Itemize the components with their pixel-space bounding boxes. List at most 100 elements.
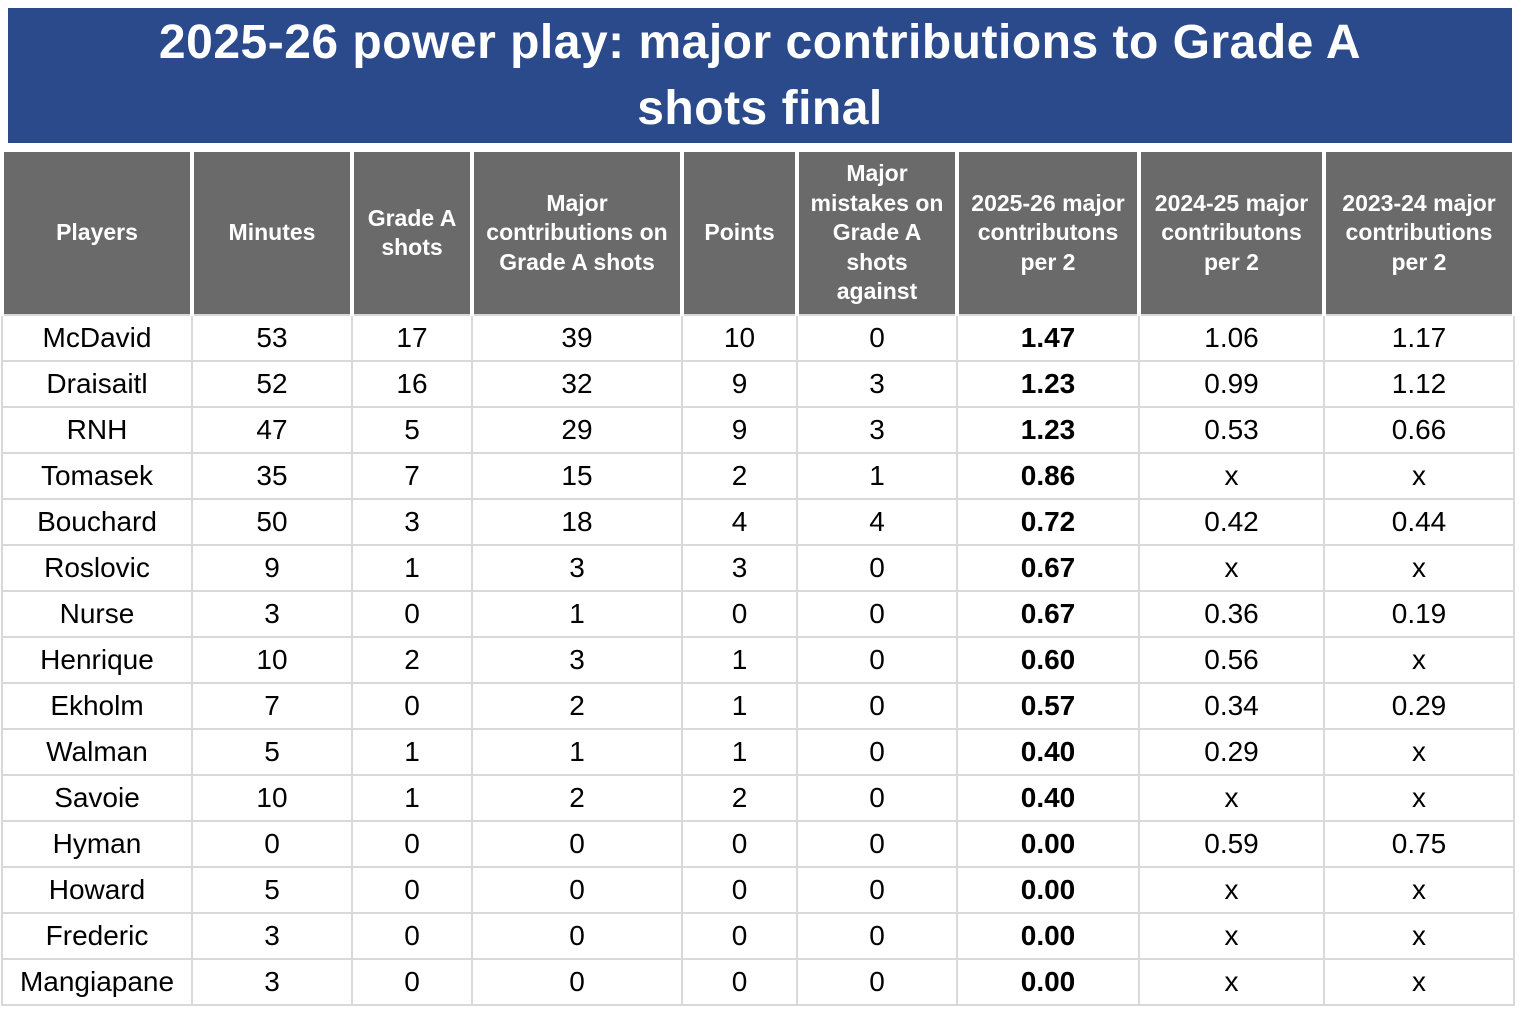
table-row: Walman 5 1 1 1 0 0.40 0.29 x bbox=[1, 728, 1515, 776]
cell-points: 9 bbox=[681, 360, 798, 408]
table-row: Draisaitl 52 16 32 9 3 1.23 0.99 1.12 bbox=[1, 360, 1515, 408]
column-header-minutes: Minutes bbox=[190, 148, 354, 316]
cell-points: 0 bbox=[681, 866, 798, 914]
cell-minutes: 3 bbox=[191, 958, 353, 1006]
cell-per2-2024-25: 0.36 bbox=[1138, 590, 1325, 638]
cell-grade-a-shots: 0 bbox=[351, 820, 473, 868]
cell-per2-2024-25: 1.06 bbox=[1138, 314, 1325, 362]
cell-minutes: 52 bbox=[191, 360, 353, 408]
cell-grade-a-shots: 0 bbox=[351, 866, 473, 914]
cell-player: Frederic bbox=[1, 912, 193, 960]
table-row: Tomasek 35 7 15 2 1 0.86 x x bbox=[1, 452, 1515, 500]
cell-grade-a-shots: 1 bbox=[351, 774, 473, 822]
cell-per2-2024-25: 0.29 bbox=[1138, 728, 1325, 776]
cell-per2-2025-26: 1.23 bbox=[956, 406, 1140, 454]
cell-major-contributions: 15 bbox=[471, 452, 683, 500]
cell-minutes: 35 bbox=[191, 452, 353, 500]
cell-per2-2024-25: 0.59 bbox=[1138, 820, 1325, 868]
cell-major-mistakes: 0 bbox=[796, 866, 958, 914]
cell-per2-2025-26: 0.00 bbox=[956, 912, 1140, 960]
cell-player: Ekholm bbox=[1, 682, 193, 730]
cell-points: 9 bbox=[681, 406, 798, 454]
cell-per2-2025-26: 0.86 bbox=[956, 452, 1140, 500]
cell-major-mistakes: 0 bbox=[796, 544, 958, 592]
cell-per2-2023-24: 0.66 bbox=[1323, 406, 1515, 454]
cell-per2-2024-25: x bbox=[1138, 774, 1325, 822]
cell-major-contributions: 0 bbox=[471, 912, 683, 960]
cell-major-mistakes: 0 bbox=[796, 728, 958, 776]
table-header: Players Minutes Grade A shots Major contrib… bbox=[0, 148, 1516, 316]
cell-per2-2024-25: 0.53 bbox=[1138, 406, 1325, 454]
cell-major-contributions: 2 bbox=[471, 774, 683, 822]
cell-points: 1 bbox=[681, 636, 798, 684]
cell-points: 2 bbox=[681, 774, 798, 822]
header-row: Players Minutes Grade A shots Major contrib… bbox=[0, 148, 1516, 316]
table-row: Bouchard 50 3 18 4 4 0.72 0.42 0.44 bbox=[1, 498, 1515, 546]
cell-per2-2024-25: x bbox=[1138, 912, 1325, 960]
cell-per2-2023-24: x bbox=[1323, 866, 1515, 914]
cell-minutes: 3 bbox=[191, 590, 353, 638]
cell-player: Tomasek bbox=[1, 452, 193, 500]
column-header-points: Points bbox=[680, 148, 799, 316]
cell-per2-2023-24: x bbox=[1323, 544, 1515, 592]
column-header-per2-2025-26: 2025-26 major contributons per 2 bbox=[955, 148, 1141, 316]
cell-per2-2025-26: 0.67 bbox=[956, 544, 1140, 592]
cell-major-mistakes: 0 bbox=[796, 958, 958, 1006]
cell-grade-a-shots: 0 bbox=[351, 958, 473, 1006]
cell-minutes: 5 bbox=[191, 728, 353, 776]
cell-per2-2023-24: x bbox=[1323, 912, 1515, 960]
cell-major-contributions: 3 bbox=[471, 636, 683, 684]
cell-player: Nurse bbox=[1, 590, 193, 638]
cell-per2-2023-24: x bbox=[1323, 728, 1515, 776]
cell-per2-2024-25: x bbox=[1138, 544, 1325, 592]
cell-points: 2 bbox=[681, 452, 798, 500]
table-row: Frederic 3 0 0 0 0 0.00 x x bbox=[1, 912, 1515, 960]
column-header-per2-2023-24: 2023-24 major contributions per 2 bbox=[1322, 148, 1516, 316]
cell-points: 0 bbox=[681, 590, 798, 638]
cell-grade-a-shots: 2 bbox=[351, 636, 473, 684]
cell-minutes: 10 bbox=[191, 636, 353, 684]
table-row: McDavid 53 17 39 10 0 1.47 1.06 1.17 bbox=[1, 314, 1515, 362]
cell-major-contributions: 0 bbox=[471, 820, 683, 868]
cell-major-contributions: 3 bbox=[471, 544, 683, 592]
cell-major-mistakes: 0 bbox=[796, 682, 958, 730]
cell-major-contributions: 29 bbox=[471, 406, 683, 454]
cell-points: 1 bbox=[681, 728, 798, 776]
cell-major-mistakes: 3 bbox=[796, 406, 958, 454]
cell-per2-2023-24: 1.17 bbox=[1323, 314, 1515, 362]
cell-player: Hyman bbox=[1, 820, 193, 868]
cell-per2-2024-25: x bbox=[1138, 452, 1325, 500]
cell-per2-2023-24: x bbox=[1323, 958, 1515, 1006]
table-row: Ekholm 7 0 2 1 0 0.57 0.34 0.29 bbox=[1, 682, 1515, 730]
cell-minutes: 5 bbox=[191, 866, 353, 914]
cell-grade-a-shots: 0 bbox=[351, 912, 473, 960]
cell-per2-2025-26: 0.67 bbox=[956, 590, 1140, 638]
table-body: McDavid 53 17 39 10 0 1.47 1.06 1.17 Draisaitl 52 1… bbox=[1, 314, 1515, 1006]
cell-per2-2023-24: 0.44 bbox=[1323, 498, 1515, 546]
cell-per2-2024-25: x bbox=[1138, 866, 1325, 914]
cell-grade-a-shots: 3 bbox=[351, 498, 473, 546]
cell-per2-2023-24: x bbox=[1323, 636, 1515, 684]
cell-grade-a-shots: 5 bbox=[351, 406, 473, 454]
cell-per2-2025-26: 0.60 bbox=[956, 636, 1140, 684]
cell-points: 1 bbox=[681, 682, 798, 730]
cell-player: RNH bbox=[1, 406, 193, 454]
cell-per2-2023-24: 1.12 bbox=[1323, 360, 1515, 408]
cell-grade-a-shots: 7 bbox=[351, 452, 473, 500]
cell-points: 0 bbox=[681, 912, 798, 960]
page-title-line-1: 2025-26 power play: major contributions … bbox=[158, 15, 1362, 69]
cell-grade-a-shots: 16 bbox=[351, 360, 473, 408]
cell-per2-2023-24: 0.75 bbox=[1323, 820, 1515, 868]
cell-grade-a-shots: 1 bbox=[351, 728, 473, 776]
table-row: RNH 47 5 29 9 3 1.23 0.53 0.66 bbox=[1, 406, 1515, 454]
cell-major-contributions: 0 bbox=[471, 958, 683, 1006]
cell-minutes: 10 bbox=[191, 774, 353, 822]
cell-minutes: 7 bbox=[191, 682, 353, 730]
cell-player: Roslovic bbox=[1, 544, 193, 592]
cell-major-mistakes: 0 bbox=[796, 314, 958, 362]
cell-major-mistakes: 1 bbox=[796, 452, 958, 500]
cell-major-mistakes: 0 bbox=[796, 774, 958, 822]
cell-player: McDavid bbox=[1, 314, 193, 362]
column-header-major-mistakes: Major mistakes on Grade A shots against bbox=[795, 148, 959, 316]
